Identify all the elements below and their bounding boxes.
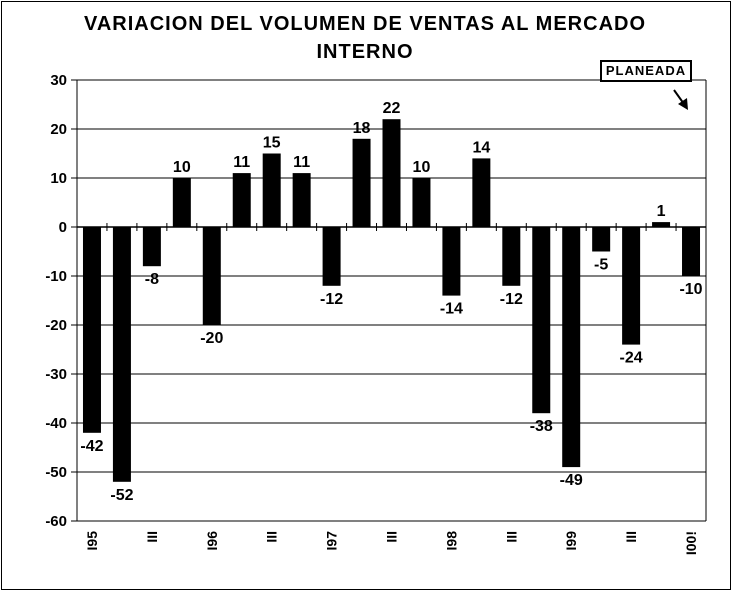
data-label: 15: [263, 135, 281, 152]
data-label: -10: [679, 281, 702, 298]
x-tick-label: I96: [204, 531, 220, 551]
bar: [472, 158, 491, 227]
bar: [682, 227, 701, 276]
data-label: 1: [657, 203, 666, 220]
bar: [652, 222, 671, 227]
x-tick-label: I98: [443, 531, 459, 551]
data-label: 11: [293, 154, 310, 171]
bar: [352, 138, 371, 227]
bar: [412, 178, 431, 227]
annotation-arrow-head-icon: [678, 98, 688, 110]
bar: [592, 227, 611, 252]
bar: [172, 178, 191, 227]
y-tick-label: -60: [45, 513, 67, 530]
y-tick-label: -10: [45, 268, 67, 285]
bar: [202, 227, 221, 325]
bar: [442, 227, 461, 296]
x-tick-label: I99: [563, 531, 579, 551]
data-label: -20: [200, 330, 223, 347]
bar: [142, 227, 161, 267]
bar: [382, 119, 401, 227]
y-tick-label: -40: [45, 415, 67, 432]
chart-title-line-2: INTERNO: [316, 41, 414, 63]
data-label: 18: [353, 120, 371, 137]
bar: [82, 227, 101, 433]
bar: [622, 227, 641, 345]
data-label: -52: [110, 487, 133, 504]
data-label: -38: [530, 418, 553, 435]
chart-title-line-1: VARIACION DEL VOLUMEN DE VENTAS AL MERCA…: [83, 13, 647, 35]
data-label: -12: [500, 291, 523, 308]
x-tick-label: I95: [84, 531, 100, 551]
data-label: 22: [383, 100, 401, 117]
bar: [112, 227, 131, 482]
bar: [262, 153, 281, 227]
planeada-annotation: PLANEADA: [600, 60, 692, 82]
data-label: -49: [560, 472, 583, 489]
y-tick-label: 10: [50, 170, 67, 187]
data-label: -5: [594, 257, 608, 274]
x-tick-label: III: [623, 531, 639, 543]
x-tick-label: I97: [324, 531, 340, 551]
y-tick-label: 30: [50, 72, 67, 89]
bar: [292, 173, 311, 227]
data-label: 11: [233, 154, 250, 171]
data-label: 14: [472, 139, 490, 156]
x-tick-label: III: [503, 531, 519, 543]
y-tick-label: -50: [45, 464, 67, 481]
data-label: -42: [80, 438, 103, 455]
bar: [532, 227, 551, 414]
y-tick-label: -30: [45, 366, 67, 383]
data-label: -14: [440, 301, 463, 318]
x-tick-label: III: [264, 531, 280, 543]
data-label: -8: [145, 271, 159, 288]
data-label: -12: [320, 291, 343, 308]
y-tick-label: 20: [50, 121, 67, 138]
bar: [502, 227, 521, 286]
x-tick-label: III: [144, 531, 160, 543]
data-label: 10: [173, 159, 191, 176]
x-tick-label: I00!: [683, 531, 699, 555]
data-label: 10: [413, 159, 431, 176]
bar: [322, 227, 341, 286]
y-tick-label: -20: [45, 317, 67, 334]
bar: [562, 227, 581, 468]
x-tick-label: III: [384, 531, 400, 543]
bar: [232, 173, 251, 227]
chart-title: VARIACION DEL VOLUMEN DE VENTAS AL MERCA…: [60, 10, 670, 66]
data-label: -24: [620, 350, 643, 367]
y-tick-label: 0: [59, 219, 67, 236]
